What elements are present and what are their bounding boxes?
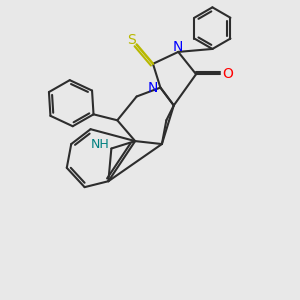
Text: N: N xyxy=(148,81,158,94)
Text: S: S xyxy=(127,33,136,47)
Text: NH: NH xyxy=(91,138,110,152)
Text: N: N xyxy=(173,40,183,54)
Text: O: O xyxy=(223,67,234,81)
